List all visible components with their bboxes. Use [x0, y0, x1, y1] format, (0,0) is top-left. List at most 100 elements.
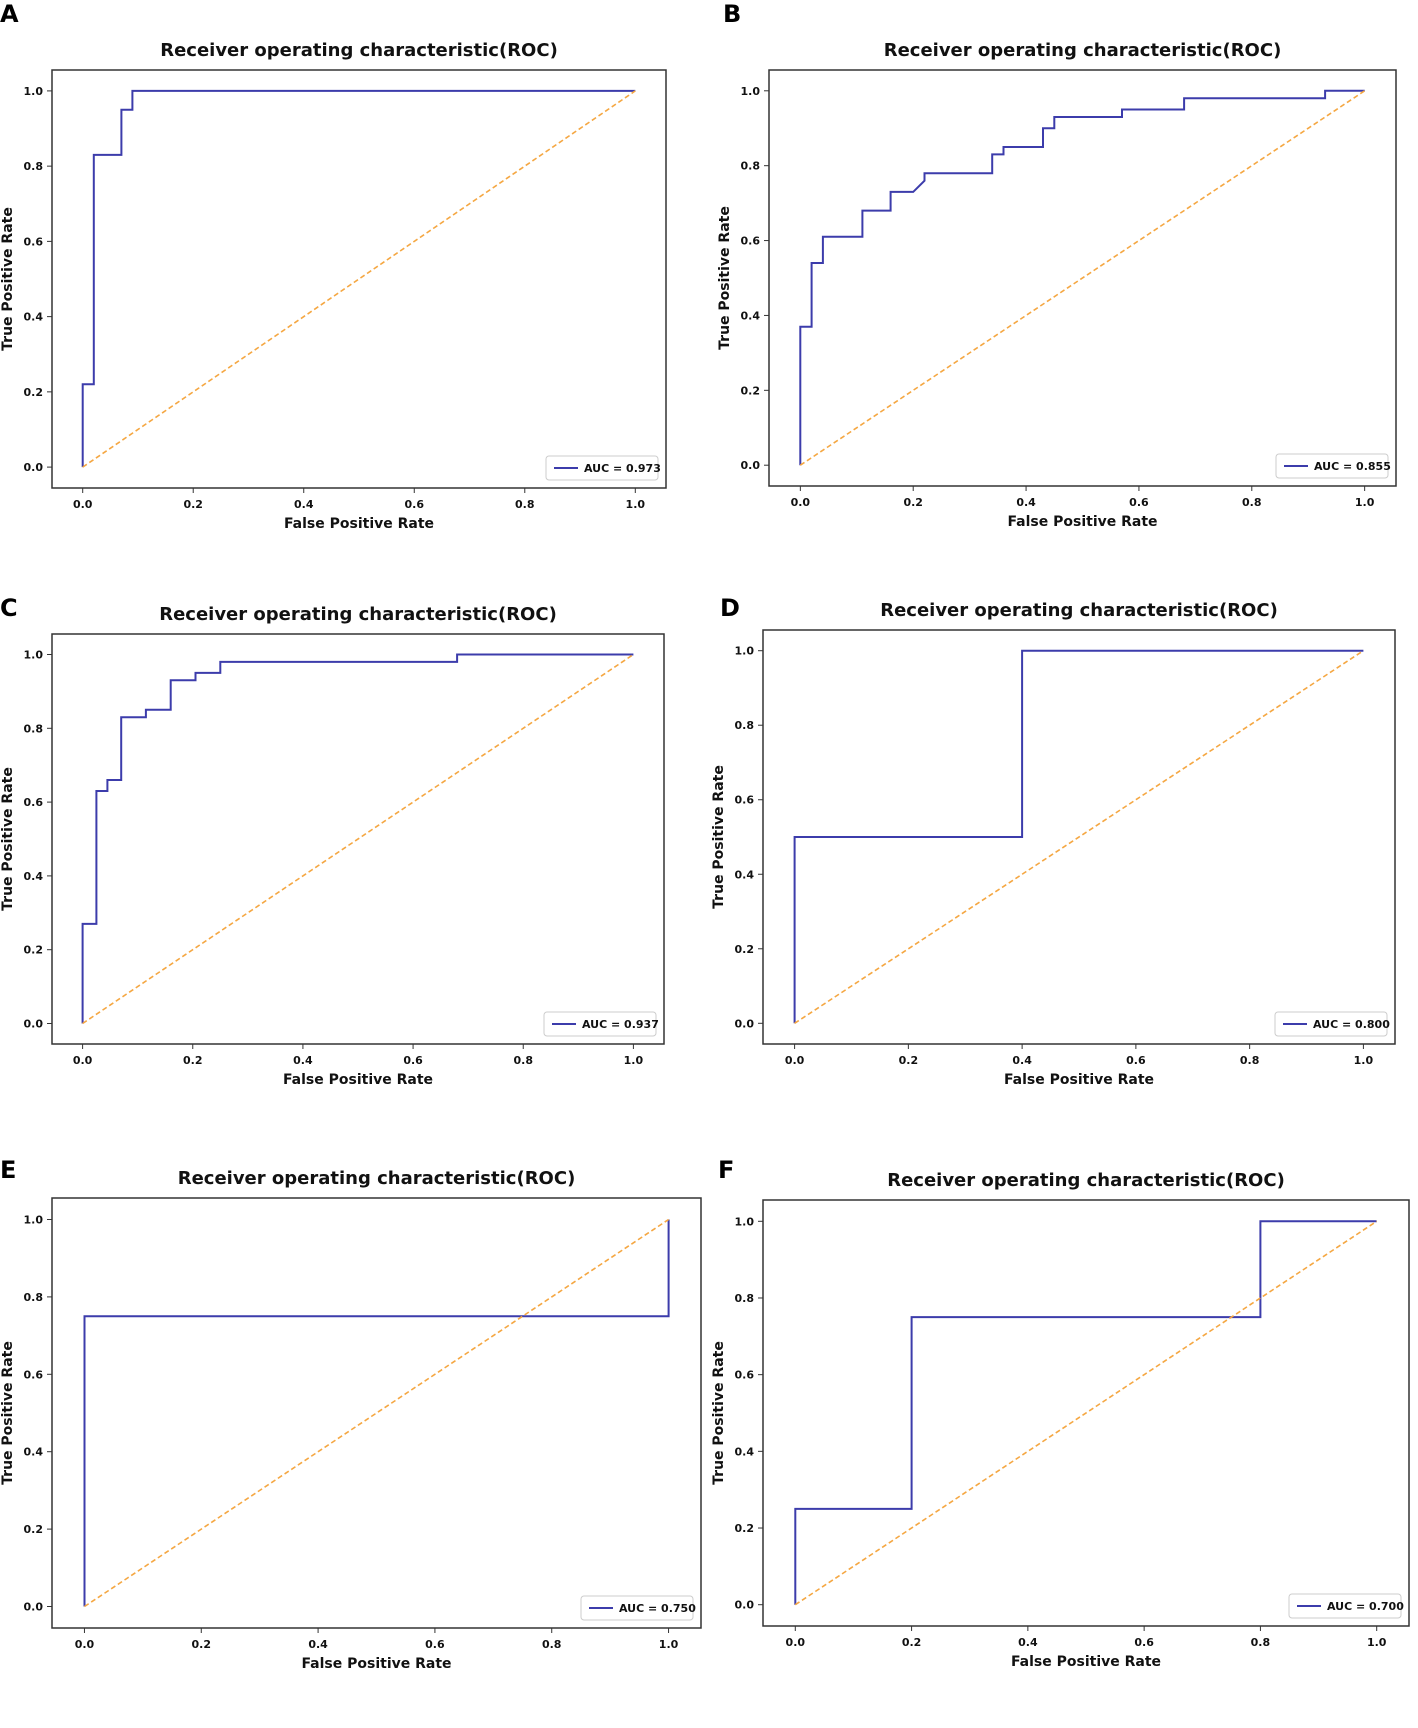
y-tick-label: 1.0 [741, 85, 761, 98]
y-tick-label: 0.4 [735, 1445, 755, 1458]
y-tick-label: 0.2 [735, 1522, 755, 1535]
chart-title: Receiver operating characteristic(ROC) [178, 1168, 576, 1189]
legend-box [1274, 1011, 1388, 1037]
y-tick-label: 0.4 [741, 309, 761, 322]
panel-letter: C [0, 594, 18, 622]
roc-chart-d: Receiver operating characteristic(ROC) 0.… [711, 600, 1396, 1088]
plot-frame [51, 633, 665, 1045]
legend-label: AUC = 0.700 [1327, 1600, 1404, 1613]
x-tick-label: 1.0 [1367, 1636, 1387, 1649]
chart-title: Receiver operating characteristic(ROC) [887, 1170, 1285, 1191]
y-tick-label: 0.4 [24, 870, 44, 883]
plot-frame [762, 629, 1396, 1045]
roc-curve-line [794, 1220, 1377, 1605]
y-tick-label: 0.0 [24, 1018, 44, 1031]
x-tick-label: 0.6 [405, 498, 425, 511]
y-tick-label: 0.6 [735, 794, 755, 807]
x-tick-label: 0.4 [293, 1054, 313, 1067]
legend-label: AUC = 0.973 [584, 462, 661, 475]
y-tick-label: 1.0 [24, 85, 44, 98]
x-tick-label: 0.8 [542, 1638, 562, 1651]
y-tick-label: 0.2 [741, 384, 761, 397]
chance-diagonal-line [84, 1218, 670, 1608]
x-axis-label: False Positive Rate [1007, 514, 1157, 530]
x-tick-label: 1.0 [1354, 1054, 1374, 1067]
x-tick-label: 0.4 [1018, 1636, 1038, 1649]
y-axis-label: True Positive Rate [0, 767, 16, 911]
y-tick-label: 0.8 [24, 160, 44, 173]
chart-title: Receiver operating characteristic(ROC) [160, 40, 558, 61]
x-tick-label: 0.6 [403, 1054, 423, 1067]
y-axis-label: True Positive Rate [711, 765, 727, 909]
x-tick-label: 1.0 [1355, 496, 1375, 509]
x-tick-label: 0.4 [308, 1638, 328, 1651]
chance-diagonal-line [794, 650, 1364, 1024]
x-tick-label: 0.4 [1016, 496, 1036, 509]
x-tick-label: 0.0 [786, 1636, 806, 1649]
x-tick-label: 0.2 [183, 498, 203, 511]
legend: AUC = 0.855 [1275, 453, 1391, 479]
y-tick-label: 1.0 [735, 645, 755, 658]
plot-frame [51, 69, 667, 489]
panel-letter: E [0, 1156, 17, 1184]
roc-chart-e: Receiver operating characteristic(ROC) 0.… [0, 1168, 702, 1672]
x-tick-label: 0.8 [515, 498, 535, 511]
roc-chart-a: Receiver operating characteristic(ROC) 0.… [0, 40, 667, 532]
y-tick-label: 0.8 [24, 1291, 44, 1304]
x-tick-label: 1.0 [624, 1054, 644, 1067]
legend-label: AUC = 0.855 [1314, 460, 1391, 473]
chart-title: Receiver operating characteristic(ROC) [884, 40, 1282, 61]
legend-box [543, 1011, 657, 1037]
x-tick-label: 0.2 [903, 496, 923, 509]
chance-diagonal-line [82, 90, 636, 468]
x-tick-label: 0.4 [294, 498, 314, 511]
roc-curve-line [81, 653, 634, 1024]
legend-label: AUC = 0.937 [582, 1018, 659, 1031]
panel-letter: A [0, 0, 19, 28]
legend-box [545, 455, 659, 481]
x-tick-label: 0.8 [1251, 1636, 1271, 1649]
x-tick-label: 0.6 [425, 1638, 445, 1651]
y-tick-label: 0.6 [741, 235, 761, 248]
legend: AUC = 0.973 [545, 455, 661, 481]
y-tick-label: 0.6 [24, 1368, 44, 1381]
roc-curve-line [799, 89, 1365, 466]
legend: AUC = 0.750 [580, 1595, 696, 1621]
x-tick-label: 0.4 [1012, 1054, 1032, 1067]
x-axis-label: False Positive Rate [284, 516, 434, 532]
y-tick-label: 0.2 [735, 943, 755, 956]
chart-title: Receiver operating characteristic(ROC) [159, 604, 557, 625]
y-tick-label: 0.8 [735, 1292, 755, 1305]
y-tick-label: 0.6 [735, 1369, 755, 1382]
y-tick-label: 0.8 [735, 719, 755, 732]
chance-diagonal-line [794, 1220, 1378, 1606]
legend: AUC = 0.700 [1288, 1593, 1404, 1619]
y-tick-label: 0.2 [24, 386, 44, 399]
roc-curve-line [793, 649, 1364, 1024]
y-tick-label: 0.6 [24, 235, 44, 248]
plot-frame [762, 1199, 1410, 1627]
chance-diagonal-line [799, 90, 1366, 466]
roc-chart-c: Receiver operating characteristic(ROC) 0.… [0, 604, 665, 1088]
panel-letter: D [720, 594, 740, 622]
x-tick-label: 1.0 [659, 1638, 679, 1651]
y-axis-label: True Positive Rate [711, 1341, 727, 1485]
y-tick-label: 0.0 [735, 1599, 755, 1612]
legend-box [1288, 1593, 1402, 1619]
y-tick-label: 0.0 [24, 1601, 44, 1614]
legend: AUC = 0.937 [543, 1011, 659, 1037]
y-tick-label: 0.0 [741, 459, 761, 472]
legend: AUC = 0.800 [1274, 1011, 1390, 1037]
y-tick-label: 0.8 [24, 722, 44, 735]
y-tick-label: 0.4 [735, 868, 755, 881]
legend-box [580, 1595, 694, 1621]
y-tick-label: 0.2 [24, 1523, 44, 1536]
y-tick-label: 0.4 [24, 311, 44, 324]
x-tick-label: 0.8 [1242, 496, 1262, 509]
x-tick-label: 0.2 [192, 1638, 212, 1651]
x-axis-label: False Positive Rate [301, 1656, 451, 1672]
panel-letter: B [723, 0, 742, 28]
x-tick-label: 0.8 [513, 1054, 533, 1067]
x-tick-label: 0.0 [791, 496, 811, 509]
